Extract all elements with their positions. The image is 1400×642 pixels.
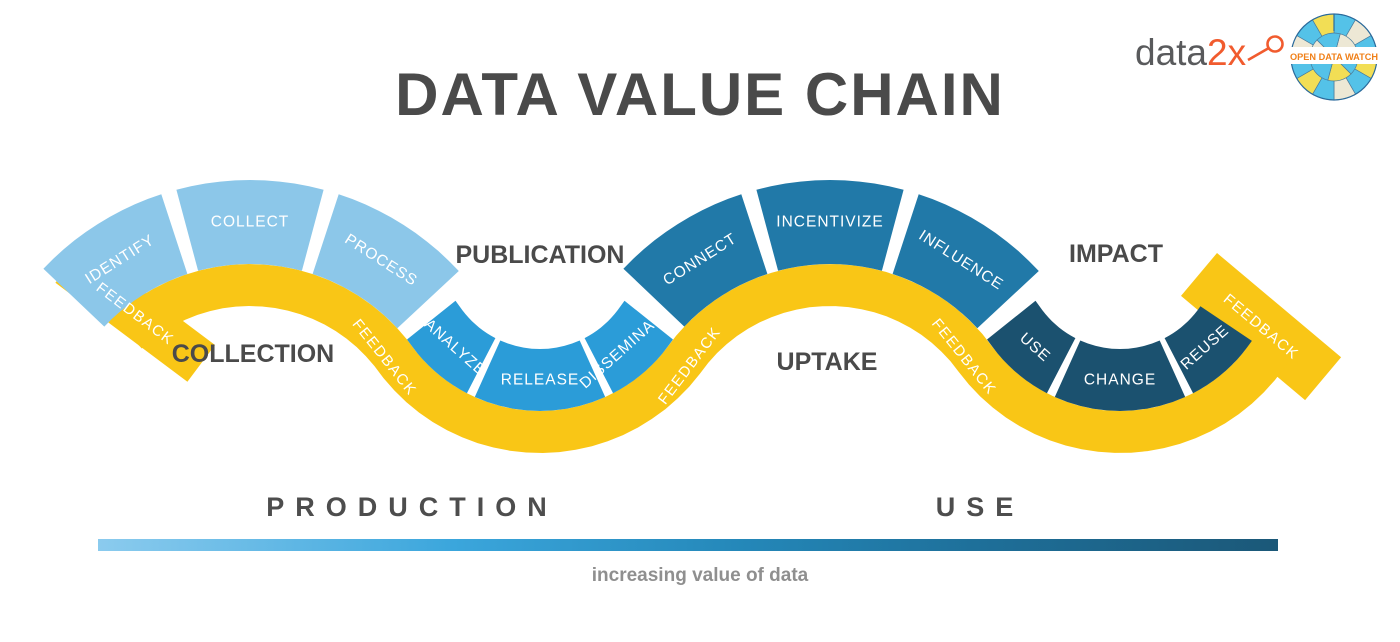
- open-data-watch-logo: OPEN DATA WATCH: [1289, 13, 1379, 101]
- segment-label-release: RELEASE: [501, 372, 580, 389]
- segment-use: [987, 300, 1076, 394]
- data2x-symbol-line: [1247, 47, 1269, 62]
- increasing-value-caption: increasing value of data: [591, 565, 809, 586]
- segment-release: [474, 340, 606, 411]
- stage-label-uptake: UPTAKE: [777, 348, 878, 376]
- page-title: DATA VALUE CHAIN: [395, 61, 1005, 128]
- feedback-cap-end: [1181, 253, 1342, 401]
- segment-change: [1054, 340, 1186, 411]
- segment-connect: [623, 194, 768, 327]
- stage-label-collection: COLLECTION: [172, 340, 335, 368]
- odw-logo-text: OPEN DATA WATCH: [1290, 52, 1378, 62]
- use-axis-label: USE: [935, 492, 1025, 522]
- segment-collect: [176, 180, 324, 271]
- stage-label-publication: PUBLICATION: [456, 241, 625, 269]
- segment-process: [312, 194, 459, 329]
- ribbon-wave: [113, 264, 1294, 453]
- production-axis-label: PRODUCTION: [266, 492, 558, 522]
- segment-analyze: [407, 300, 496, 394]
- segment-reuse: [1164, 306, 1252, 394]
- data2x-logo-text-orange: 2x: [1207, 32, 1247, 73]
- data2x-logo: data2x: [1135, 32, 1246, 74]
- segment-label-change: CHANGE: [1084, 372, 1156, 389]
- segment-label-incentivize: INCENTIVIZE: [776, 214, 883, 231]
- odw-banner: [1289, 47, 1379, 64]
- segment-label-collect: COLLECT: [211, 214, 290, 231]
- segment-disseminate: [584, 300, 673, 394]
- stage-label-impact: IMPACT: [1069, 240, 1163, 268]
- segment-identify: [43, 194, 188, 327]
- segment-incentivize: [756, 180, 904, 271]
- value-gradient-bar: [98, 539, 1278, 551]
- segment-influence: [892, 194, 1039, 329]
- data2x-symbol-circle: [1266, 35, 1284, 53]
- data2x-circle-icon: [1247, 35, 1284, 62]
- data2x-logo-text-gray: data: [1135, 32, 1208, 73]
